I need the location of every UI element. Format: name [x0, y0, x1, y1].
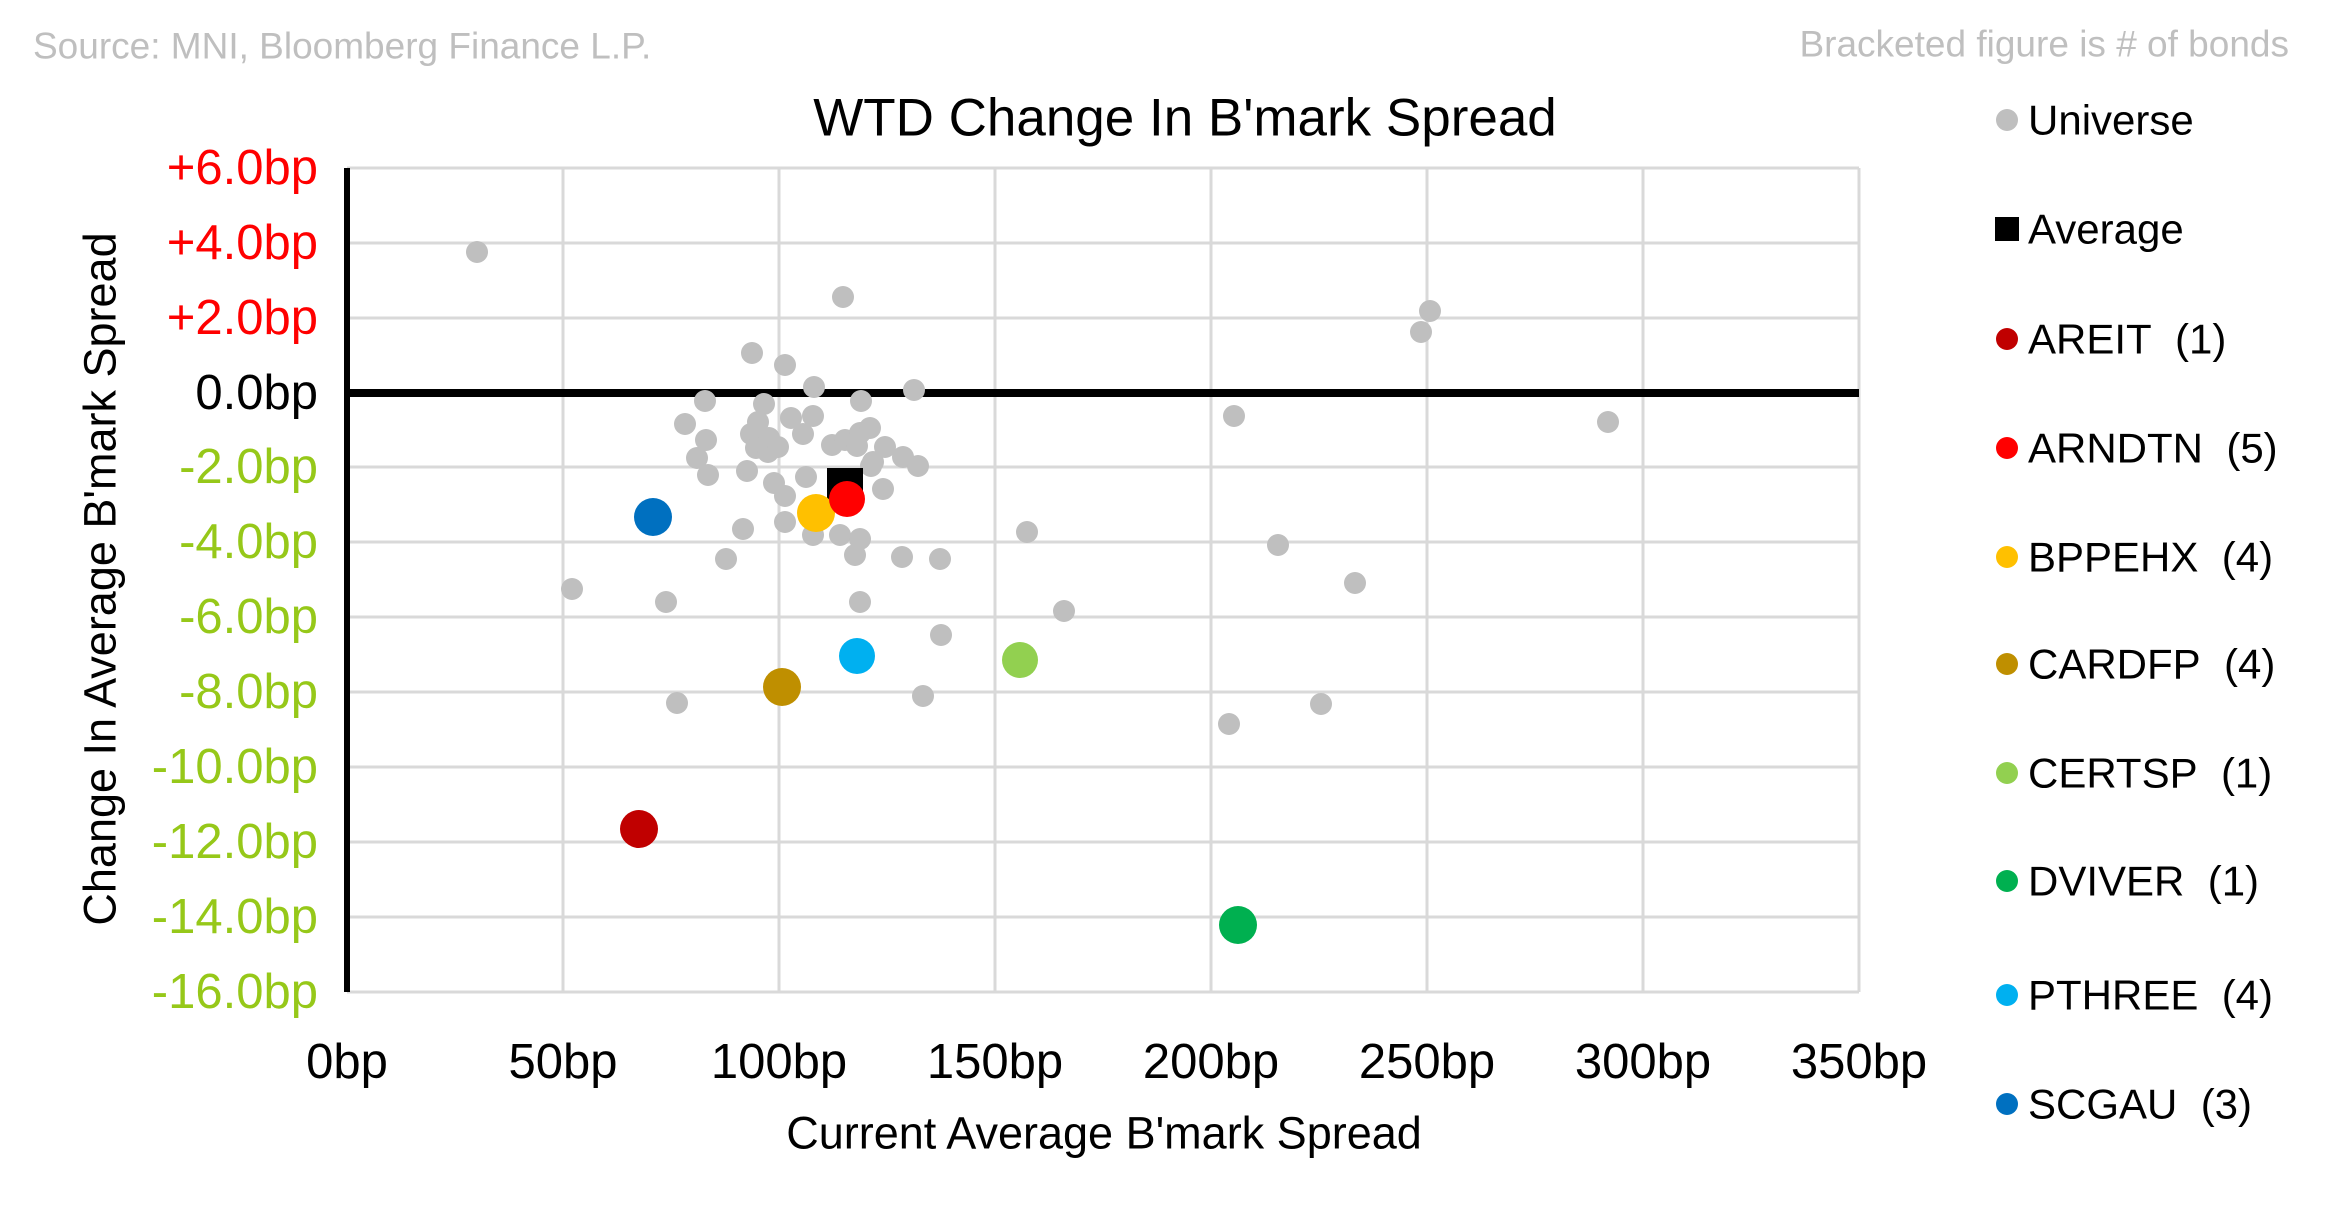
- svg-text:-4.0bp: -4.0bp: [179, 515, 318, 569]
- svg-text:0.0bp: 0.0bp: [195, 366, 318, 420]
- svg-text:-16.0bp: -16.0bp: [152, 965, 318, 1019]
- svg-text:+6.0bp: +6.0bp: [167, 141, 318, 195]
- svg-text:CERTSP (1): CERTSP (1): [2028, 750, 2272, 797]
- svg-text:Current Average B'mark Spread: Current Average B'mark Spread: [786, 1108, 1422, 1159]
- svg-text:ARNDTN (5): ARNDTN (5): [2028, 425, 2278, 472]
- svg-text:Bracketed figure is # of bonds: Bracketed figure is # of bonds: [1799, 24, 2289, 65]
- svg-text:-10.0bp: -10.0bp: [152, 740, 318, 794]
- svg-text:+2.0bp: +2.0bp: [167, 291, 318, 345]
- svg-text:Change In Average B'mark Sprea: Change In Average B'mark Spread: [75, 232, 126, 925]
- svg-text:DVIVER (1): DVIVER (1): [2028, 858, 2259, 905]
- svg-text:AREIT (1): AREIT (1): [2028, 316, 2226, 363]
- svg-text:150bp: 150bp: [927, 1035, 1063, 1089]
- svg-text:+4.0bp: +4.0bp: [167, 216, 318, 270]
- svg-text:300bp: 300bp: [1575, 1035, 1711, 1089]
- svg-text:Universe: Universe: [2028, 97, 2194, 144]
- svg-text:Source: MNI, Bloomberg Finance: Source: MNI, Bloomberg Finance L.P.: [33, 26, 651, 67]
- svg-text:SCGAU (3): SCGAU (3): [2028, 1081, 2252, 1128]
- svg-text:WTD Change In B'mark Spread: WTD Change In B'mark Spread: [813, 89, 1557, 148]
- svg-text:CARDFP (4): CARDFP (4): [2028, 641, 2275, 688]
- svg-text:-6.0bp: -6.0bp: [179, 590, 318, 644]
- svg-text:Average: Average: [2028, 206, 2184, 253]
- svg-text:-2.0bp: -2.0bp: [179, 440, 318, 494]
- svg-text:100bp: 100bp: [711, 1035, 847, 1089]
- svg-text:350bp: 350bp: [1791, 1035, 1927, 1089]
- svg-text:BPPEHX (4): BPPEHX (4): [2028, 534, 2273, 581]
- svg-text:-8.0bp: -8.0bp: [179, 665, 318, 719]
- svg-text:200bp: 200bp: [1143, 1035, 1279, 1089]
- svg-text:-14.0bp: -14.0bp: [152, 890, 318, 944]
- svg-text:250bp: 250bp: [1359, 1035, 1495, 1089]
- svg-text:50bp: 50bp: [508, 1035, 617, 1089]
- svg-text:-12.0bp: -12.0bp: [152, 815, 318, 869]
- svg-text:0bp: 0bp: [306, 1035, 388, 1089]
- svg-text:PTHREE (4): PTHREE (4): [2028, 972, 2273, 1019]
